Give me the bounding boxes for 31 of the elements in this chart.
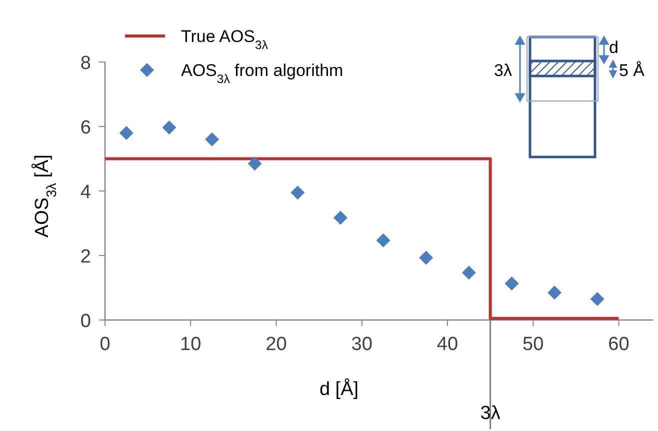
annotation: 3λ [494, 61, 512, 80]
x-tick-label: 30 [351, 334, 372, 355]
point [162, 120, 176, 134]
point [504, 276, 519, 291]
point [376, 233, 390, 248]
y-tick-label: 2 [80, 246, 91, 268]
x-tick-label: 0 [100, 334, 110, 355]
point [205, 132, 220, 146]
y-tick-label: 0 [80, 311, 91, 332]
ref-line-label: 3λ [480, 403, 501, 424]
point [290, 186, 305, 200]
x-tick-label: 60 [608, 334, 630, 355]
point [419, 250, 434, 265]
x-tick-label: 10 [180, 334, 202, 355]
x-tick-label: 50 [522, 334, 544, 355]
point [119, 126, 134, 140]
point [548, 286, 562, 300]
point [333, 210, 348, 225]
x-axis-title: d [Å] [319, 378, 359, 400]
text: d [609, 38, 618, 57]
y-tick-label: 4 [80, 182, 92, 203]
y-tick-label: 8 [80, 53, 91, 74]
x-tick-label: 40 [436, 334, 458, 355]
annotation: 5 Å [619, 61, 646, 80]
y-tick-label: 6 [80, 118, 91, 138]
point [590, 292, 604, 306]
point [248, 156, 262, 171]
legend-label: True AOS$_{3λ}$ [181, 27, 269, 52]
point [462, 266, 476, 280]
legend-label: AOS$_{3λ}$ from algorithm [181, 61, 344, 86]
x-tick-label: 20 [266, 334, 287, 355]
